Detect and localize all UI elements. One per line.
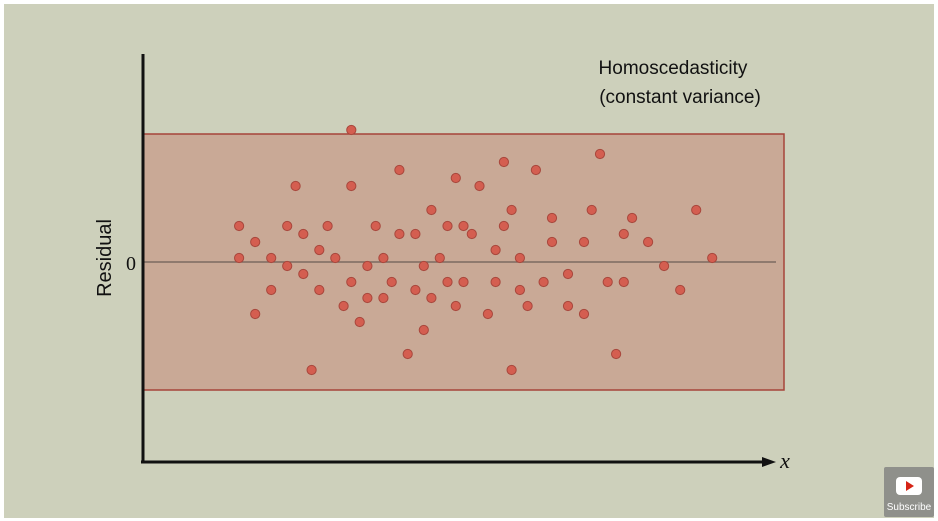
data-point-54 xyxy=(514,284,526,296)
data-point-2 xyxy=(234,252,245,264)
data-point-67 xyxy=(611,348,622,360)
data-point-70 xyxy=(627,212,638,224)
data-point-42 xyxy=(458,220,469,232)
data-point-40 xyxy=(450,172,461,184)
data-point-59 xyxy=(546,236,558,248)
data-point-49 xyxy=(498,156,509,168)
data-point-22 xyxy=(362,260,373,272)
data-point-38 xyxy=(442,220,453,232)
residual-points xyxy=(234,124,718,376)
data-point-68 xyxy=(618,228,629,240)
data-point-31 xyxy=(410,228,421,240)
data-point-5 xyxy=(266,252,277,264)
data-point-43 xyxy=(458,276,469,288)
data-point-1 xyxy=(234,220,245,232)
y-axis-label: Residual xyxy=(94,219,116,297)
data-point-10 xyxy=(298,228,309,240)
data-point-65 xyxy=(594,148,606,160)
data-point-34 xyxy=(418,324,429,336)
data-point-27 xyxy=(386,276,397,288)
data-point-52 xyxy=(506,364,517,376)
data-point-32 xyxy=(410,284,421,296)
data-point-9 xyxy=(290,180,301,192)
data-point-14 xyxy=(314,284,325,296)
data-point-37 xyxy=(434,252,445,264)
data-point-26 xyxy=(378,292,389,304)
data-point-55 xyxy=(522,300,533,312)
data-point-25 xyxy=(378,252,389,264)
subscribe-label: Subscribe xyxy=(886,502,932,513)
data-point-63 xyxy=(578,308,590,320)
data-point-28 xyxy=(394,164,405,176)
data-point-36 xyxy=(426,292,437,304)
data-point-58 xyxy=(546,212,558,224)
x-axis-arrowhead xyxy=(762,457,776,467)
data-point-24 xyxy=(370,220,381,232)
data-point-3 xyxy=(250,236,261,248)
data-point-29 xyxy=(394,228,405,240)
data-point-23 xyxy=(362,292,373,304)
subscribe-button[interactable]: Subscribe xyxy=(884,467,934,517)
youtube-play-icon xyxy=(896,477,922,495)
data-point-57 xyxy=(538,276,549,288)
data-point-18 xyxy=(346,124,357,136)
data-point-19 xyxy=(346,180,357,192)
data-point-33 xyxy=(418,260,429,272)
data-point-16 xyxy=(330,252,341,264)
data-point-74 xyxy=(691,204,702,216)
y-tick-zero: 0 xyxy=(126,253,136,275)
data-point-75 xyxy=(707,252,718,264)
data-point-44 xyxy=(466,228,477,240)
data-point-11 xyxy=(298,268,309,280)
data-point-53 xyxy=(514,252,526,264)
data-point-62 xyxy=(578,236,590,248)
data-point-69 xyxy=(618,276,629,288)
data-point-73 xyxy=(675,284,686,296)
data-point-71 xyxy=(643,236,654,248)
data-point-48 xyxy=(490,276,501,288)
data-point-6 xyxy=(266,284,277,296)
data-point-7 xyxy=(282,220,293,232)
chart-title-line1: Homoscedasticity xyxy=(599,58,748,79)
data-point-21 xyxy=(354,316,365,328)
data-point-45 xyxy=(474,180,485,192)
chart-title-line2: (constant variance) xyxy=(599,87,761,108)
data-point-20 xyxy=(346,276,357,288)
data-point-41 xyxy=(450,300,461,312)
data-point-51 xyxy=(506,204,517,216)
data-point-47 xyxy=(490,244,501,256)
data-point-64 xyxy=(586,204,597,216)
data-point-13 xyxy=(314,244,325,256)
data-point-39 xyxy=(442,276,453,288)
data-point-46 xyxy=(482,308,493,320)
data-point-15 xyxy=(322,220,333,232)
data-point-17 xyxy=(338,300,349,312)
data-point-66 xyxy=(602,276,613,288)
data-point-12 xyxy=(306,364,317,376)
data-point-56 xyxy=(530,164,542,176)
data-point-60 xyxy=(562,268,574,280)
data-point-72 xyxy=(659,260,670,272)
data-point-30 xyxy=(402,348,413,360)
data-point-8 xyxy=(282,260,293,272)
data-point-35 xyxy=(426,204,437,216)
data-point-50 xyxy=(498,220,509,232)
data-point-61 xyxy=(562,300,574,312)
data-point-4 xyxy=(250,308,261,320)
x-axis-label: x xyxy=(779,448,790,473)
